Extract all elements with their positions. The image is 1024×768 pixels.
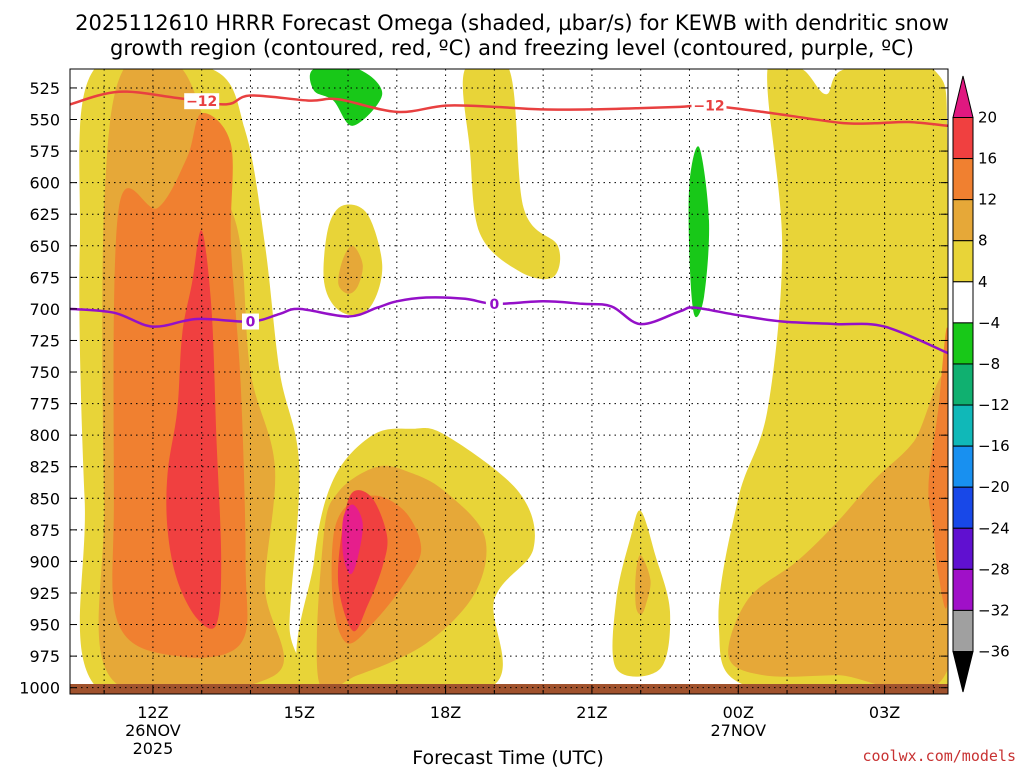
colorbar-box-9: [952, 486, 974, 529]
omega-region-8: [728, 374, 948, 692]
ground-surface: [70, 684, 948, 694]
y-tick-label-700: 700: [29, 300, 60, 319]
colorbar-box-8: [952, 445, 974, 488]
colorbar-box-6: [952, 363, 974, 406]
dgz-label-bg-0: [184, 93, 220, 110]
credit-text: coolwx.com/models: [862, 747, 1016, 765]
freezing-label-bg-0: [241, 313, 259, 330]
dgz-contour-line: [70, 90, 948, 128]
y-tick-label-800: 800: [29, 426, 60, 445]
chart-title-line1: 2025112610 HRRR Forecast Omega (shaded, …: [75, 11, 949, 35]
colorbar-box-3: [952, 240, 974, 283]
x-axis-label: Forecast Time (UTC): [412, 747, 603, 768]
colorbar-box-1: [952, 158, 974, 201]
y-tick-label-675: 675: [29, 268, 60, 287]
colorbar-label-11: −28: [978, 560, 1010, 578]
y-tick-label-1000: 1000: [19, 679, 60, 698]
dgz-label-1: −12: [693, 99, 724, 115]
colorbar: 20 16 12 8 4 −4 −8 −12 −16 −20 −24 −28 −32 −36: [952, 75, 1010, 693]
y-axis-ticks: 525 550 575 600 625 650 675 700 725 750 775 800 825 8…: [19, 79, 948, 698]
y-tick-label-750: 750: [29, 363, 60, 382]
y-tick-label-575: 575: [29, 142, 60, 161]
x-tick-label-15Z: 15Z: [284, 703, 315, 722]
colorbar-box-10: [952, 527, 974, 570]
colorbar-box-4: [952, 281, 974, 324]
colorbar-box-5: [952, 322, 974, 365]
colorbar-label-9: −20: [978, 478, 1010, 496]
dgz-label-0: −12: [186, 94, 217, 110]
colorbar-box-12: [952, 609, 974, 653]
grid-lines: [70, 69, 948, 694]
y-tick-label-825: 825: [29, 458, 60, 477]
colorbar-top-arrow: [952, 75, 974, 118]
y-tick-label-600: 600: [29, 174, 60, 193]
y-tick-label-550: 550: [29, 111, 60, 130]
omega-region-2: [462, 69, 561, 280]
omega-region-9: [338, 245, 363, 294]
y-tick-label-525: 525: [29, 79, 60, 98]
x-tick-date-0: 26NOV: [125, 721, 181, 740]
x-tick-date-4: 27NOV: [710, 721, 766, 740]
colorbar-label-8: −16: [978, 437, 1010, 455]
x-tick-year-0: 2025: [133, 739, 174, 758]
y-tick-label-625: 625: [29, 205, 60, 224]
omega-shading: [79, 69, 948, 694]
x-tick-label-00Z: 00Z: [723, 703, 754, 722]
colorbar-bottom-arrow: [952, 651, 974, 693]
colorbar-label-5: −4: [978, 314, 1000, 332]
colorbar-box-7: [952, 404, 974, 447]
y-tick-label-975: 975: [29, 647, 60, 666]
colorbar-label-6: −8: [978, 355, 1000, 373]
y-tick-label-875: 875: [29, 521, 60, 540]
y-tick-label-650: 650: [29, 237, 60, 256]
colorbar-box-0: [952, 117, 974, 160]
omega-region-17: [309, 69, 383, 126]
colorbar-label-10: −24: [978, 519, 1010, 537]
chart-title-line2: growth region (contoured, red, ºC) and f…: [110, 36, 914, 60]
colorbar-label-12: −32: [978, 601, 1010, 619]
y-tick-label-775: 775: [29, 395, 60, 414]
omega-region-13: [928, 327, 948, 609]
x-tick-label-12Z: 12Z: [137, 703, 168, 722]
omega-region-14: [166, 230, 222, 629]
colorbar-label-4: 4: [978, 273, 988, 291]
plot-frame: [69, 68, 949, 695]
colorbar-label-1: 16: [978, 150, 997, 168]
colorbar-label-3: 8: [978, 232, 988, 250]
freezing-label-0: 0: [246, 315, 256, 331]
contour-labels: −12 −12 0 0: [184, 93, 727, 331]
freezing-label-bg-1: [485, 295, 503, 312]
x-tick-label-18Z: 18Z: [430, 703, 461, 722]
colorbar-box-11: [952, 568, 974, 611]
colorbar-label-13: −36: [978, 643, 1010, 661]
omega-region-18: [688, 146, 710, 318]
freezing-label-1: 0: [489, 297, 499, 313]
y-tick-label-925: 925: [29, 584, 60, 603]
colorbar-label-0: 20: [978, 109, 997, 127]
colorbar-label-7: −12: [978, 396, 1010, 414]
y-tick-label-900: 900: [29, 552, 60, 571]
colorbar-label-2: 12: [978, 191, 997, 209]
omega-region-16: [342, 504, 363, 575]
y-tick-label-950: 950: [29, 616, 60, 635]
colorbar-box-2: [952, 199, 974, 242]
dgz-label-bg-1: [691, 97, 727, 114]
y-tick-label-725: 725: [29, 331, 60, 350]
omega-region-10: [635, 555, 651, 615]
x-tick-label-21Z: 21Z: [576, 703, 607, 722]
x-tick-label-03Z: 03Z: [869, 703, 900, 722]
y-tick-label-850: 850: [29, 489, 60, 508]
